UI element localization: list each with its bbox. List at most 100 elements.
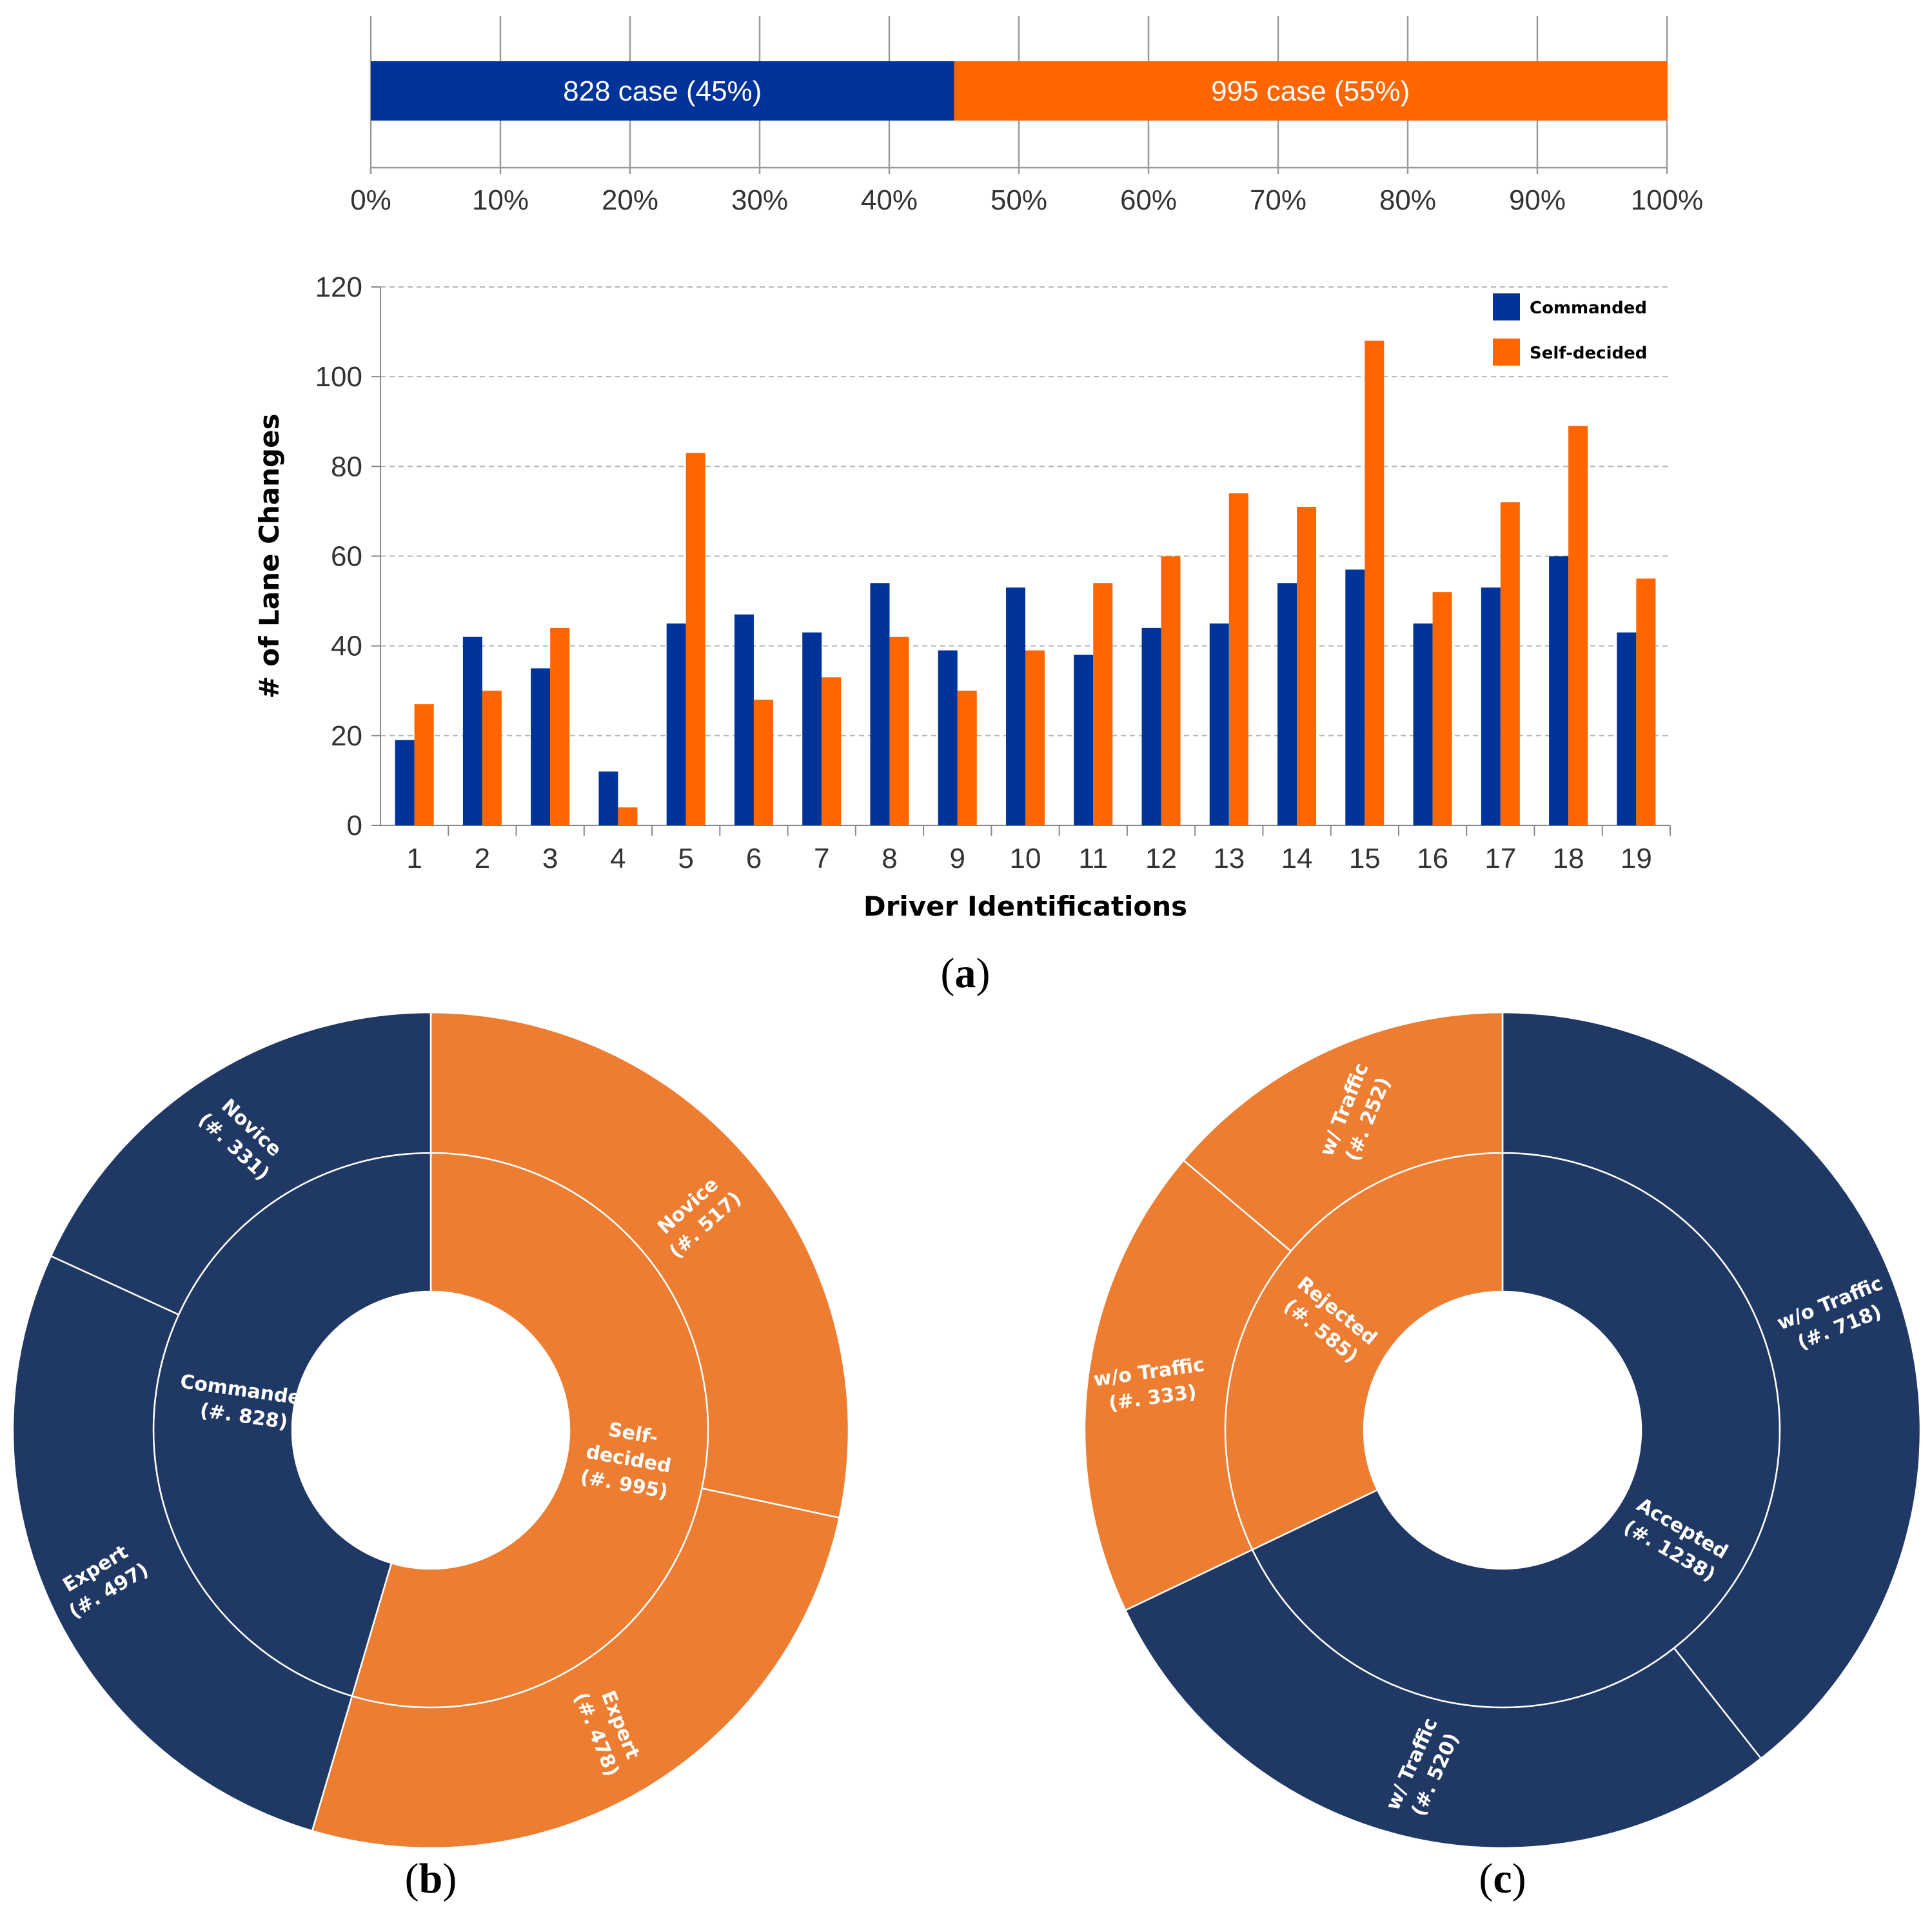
- y-tick-label: 20: [331, 720, 362, 752]
- x-tick-label: 4: [610, 843, 626, 874]
- self-decided-bar: [753, 700, 773, 825]
- x-tick-label: 20%: [602, 184, 658, 216]
- self-decided-bar: [822, 677, 842, 825]
- sunburst-chart-b: Commanded(#. 828) Self-decided(#. 995)Nov…: [12, 1011, 850, 1849]
- donut-hole: [1364, 1292, 1641, 1569]
- x-tick-label: 6: [746, 843, 762, 874]
- x-tick-label: 9: [949, 843, 965, 874]
- commanded-bar: [395, 740, 415, 825]
- commanded-bar: [1549, 556, 1569, 825]
- self-decided-bar: [550, 627, 570, 825]
- commanded-bar: [531, 668, 551, 825]
- commanded-bar: [802, 632, 822, 825]
- x-tick-label: 12: [1145, 843, 1177, 874]
- x-tick-label: 40%: [861, 184, 918, 216]
- y-tick-label: 80: [331, 451, 362, 482]
- commanded-bar: [1141, 627, 1161, 825]
- stacked-bar-segment: [371, 61, 954, 121]
- commanded-bar: [734, 614, 754, 825]
- y-tick-label: 40: [331, 631, 362, 662]
- bar-segment-label: 828 case (45%): [563, 75, 762, 107]
- x-tick-label: 70%: [1250, 184, 1306, 216]
- x-tick-label: 10: [1010, 843, 1041, 874]
- x-tick-label: 50%: [991, 184, 1047, 216]
- self-decided-bar: [1297, 506, 1317, 825]
- x-axis-title: Driver Identifications: [863, 890, 1187, 922]
- self-decided-bar: [889, 636, 909, 825]
- outer-ring-segment: [1501, 1011, 1922, 1760]
- x-tick-label: 100%: [1631, 184, 1704, 216]
- y-tick-label: 60: [331, 541, 362, 573]
- x-tick-label: 16: [1417, 843, 1448, 874]
- x-tick-label: 3: [542, 843, 558, 874]
- x-tick-label: 60%: [1120, 184, 1177, 216]
- commanded-bar: [462, 636, 482, 825]
- self-decided-bar: [482, 691, 502, 825]
- y-tick-label: 0: [347, 810, 362, 841]
- x-tick-label: 5: [678, 843, 693, 874]
- outer-ring-segment: [1182, 1011, 1504, 1253]
- outer-ring-segment: [50, 1011, 432, 1316]
- commanded-bar: [1209, 623, 1229, 825]
- self-decided-bar: [1161, 556, 1181, 825]
- x-tick-label: 90%: [1509, 184, 1566, 216]
- commanded-bar: [870, 583, 890, 825]
- y-tick-label: 120: [315, 271, 362, 303]
- self-decided-bar: [1500, 502, 1520, 825]
- stacked-percent-bar-chart: 0% 10% 20% 30% 40% 50% 60% 70% 80% 90% 100% 828 cas…: [350, 16, 1703, 216]
- legend-swatch: [1493, 293, 1520, 320]
- commanded-bar: [1006, 587, 1025, 825]
- self-decided-bar: [1093, 583, 1113, 825]
- outer-ring-segment: [311, 1487, 841, 1849]
- x-tick-label: 30%: [731, 184, 788, 216]
- x-tick-label: 10%: [472, 184, 529, 216]
- legend-label: Self-decided: [1530, 344, 1647, 363]
- commanded-bar: [1481, 587, 1501, 825]
- self-decided-bar: [1636, 578, 1656, 825]
- self-decided-bar: [1228, 493, 1248, 825]
- self-decided-bar: [1568, 426, 1588, 825]
- x-tick-label: 18: [1553, 843, 1584, 874]
- x-tick-label: 11: [1078, 843, 1108, 874]
- commanded-bar: [666, 623, 686, 825]
- x-tick-label: 13: [1213, 843, 1245, 874]
- commanded-bar: [1617, 632, 1637, 825]
- outer-ring-segment: [1124, 1548, 1762, 1849]
- self-decided-bar: [618, 807, 638, 825]
- panel-label-c: (c): [1479, 1855, 1526, 1902]
- y-axis-title: # of Lane Changes: [253, 413, 285, 698]
- legend-swatch: [1493, 339, 1520, 366]
- outer-ring-segment: [12, 1255, 353, 1832]
- sunburst-chart-c: Accepted(#. 1238)Rejected(#. 585) w/o Tra…: [1083, 1011, 1922, 1849]
- commanded-bar: [938, 650, 958, 825]
- commanded-bar: [1074, 654, 1094, 825]
- self-decided-bar: [1365, 340, 1385, 825]
- legend-label: Commanded: [1530, 299, 1647, 318]
- x-tick-label: 1: [406, 843, 422, 874]
- outer-ring-segment: [1083, 1159, 1292, 1611]
- x-tick-label: 8: [882, 843, 897, 874]
- commanded-bar: [598, 771, 618, 825]
- donut-hole: [292, 1292, 569, 1569]
- self-decided-bar: [957, 691, 977, 825]
- x-tick-label: 17: [1484, 843, 1516, 874]
- commanded-bar: [1277, 583, 1297, 825]
- x-tick-label: 14: [1281, 843, 1313, 874]
- x-tick-label: 15: [1349, 843, 1381, 874]
- x-tick-label: 2: [475, 843, 490, 874]
- self-decided-bar: [1025, 650, 1045, 825]
- self-decided-bar: [414, 704, 434, 825]
- stacked-bar-segment: [954, 61, 1667, 121]
- x-tick-label: 0%: [350, 184, 391, 216]
- panel-label-a: (a): [941, 950, 991, 997]
- bar-segment-label: 995 case (55%): [1211, 75, 1410, 107]
- commanded-bar: [1345, 569, 1365, 825]
- x-tick-label: 80%: [1379, 184, 1436, 216]
- outer-ring-segment: [429, 1011, 850, 1519]
- x-tick-label: 7: [814, 843, 829, 874]
- self-decided-bar: [1432, 592, 1452, 825]
- self-decided-bar: [685, 453, 705, 825]
- y-tick-label: 100: [315, 361, 362, 393]
